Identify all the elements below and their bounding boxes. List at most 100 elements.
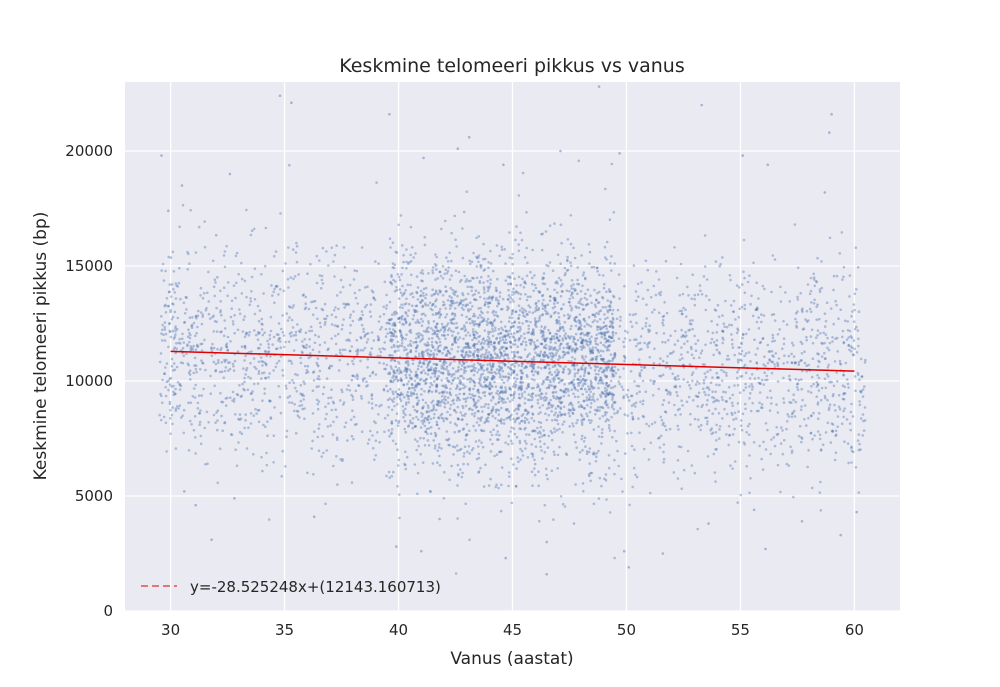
data-point [559, 401, 563, 405]
data-point [800, 387, 803, 391]
data-point [407, 364, 410, 367]
data-point [403, 345, 406, 349]
data-point [390, 421, 394, 425]
data-point [573, 386, 576, 390]
data-point [673, 377, 676, 380]
data-point [436, 312, 440, 316]
data-point [507, 332, 510, 336]
data-point [541, 304, 545, 307]
data-point [538, 290, 542, 294]
data-point [401, 405, 405, 408]
data-point [420, 387, 423, 391]
data-point [466, 353, 470, 357]
data-point [539, 358, 543, 362]
data-point [243, 380, 246, 384]
data-point [567, 346, 570, 349]
data-point [440, 379, 444, 382]
data-point [478, 363, 481, 366]
data-point [271, 343, 275, 346]
data-point [221, 429, 224, 433]
data-point [460, 353, 464, 357]
data-point [418, 382, 422, 386]
data-point [523, 401, 527, 405]
data-point [504, 347, 508, 350]
data-point [483, 355, 486, 359]
data-point [192, 387, 196, 390]
data-point [416, 319, 420, 322]
data-point [501, 401, 505, 404]
data-point [618, 325, 622, 328]
data-point [574, 342, 578, 345]
data-point [746, 424, 750, 428]
data-point [174, 447, 178, 450]
data-point [311, 412, 315, 415]
data-point [472, 344, 476, 347]
data-point [809, 310, 813, 314]
data-point [604, 317, 607, 321]
data-point [163, 321, 167, 324]
data-point [550, 469, 554, 473]
data-point [611, 369, 614, 373]
data-point [474, 406, 478, 409]
data-point [407, 394, 411, 398]
data-point [407, 380, 411, 383]
data-point [612, 356, 615, 360]
data-point [744, 371, 748, 375]
data-point [434, 313, 438, 316]
data-point [747, 328, 751, 331]
data-point [605, 403, 608, 407]
data-point [587, 418, 591, 422]
data-point [576, 381, 580, 385]
data-point [604, 413, 607, 417]
data-point [291, 248, 295, 251]
data-point [635, 321, 638, 325]
data-point [461, 293, 465, 297]
data-point [489, 353, 493, 357]
data-point [439, 312, 443, 316]
data-point [198, 411, 201, 415]
data-point [365, 341, 369, 344]
data-point [324, 502, 327, 506]
data-point [290, 401, 294, 405]
data-point [517, 275, 521, 279]
data-point [302, 398, 306, 401]
data-point [750, 294, 753, 298]
data-point [533, 473, 537, 477]
data-point [428, 353, 432, 356]
data-point [514, 380, 517, 383]
data-point [531, 413, 535, 416]
data-point [386, 398, 390, 402]
data-point [414, 304, 418, 308]
data-point [448, 278, 452, 281]
data-point [613, 351, 617, 355]
data-point [841, 397, 845, 401]
data-point [542, 358, 545, 362]
data-point [597, 497, 601, 500]
data-point [236, 328, 240, 332]
data-point [404, 319, 408, 322]
data-point [653, 380, 656, 383]
data-point [803, 350, 806, 354]
data-point [574, 343, 578, 347]
data-point [448, 407, 452, 410]
data-point [607, 305, 610, 308]
data-point [433, 447, 437, 450]
data-point [600, 431, 604, 435]
data-point [577, 301, 580, 305]
data-point [588, 262, 591, 265]
data-point [646, 343, 649, 346]
data-point [475, 405, 479, 409]
data-point [167, 388, 170, 392]
data-point [518, 385, 521, 388]
data-point [763, 355, 766, 359]
data-point [514, 310, 518, 314]
data-point [680, 399, 683, 403]
data-point [655, 270, 658, 273]
data-point [598, 318, 602, 321]
data-point [327, 396, 330, 400]
data-point [588, 337, 591, 341]
data-point [848, 295, 851, 298]
data-point [435, 322, 439, 326]
data-point [393, 404, 396, 408]
data-point [809, 391, 813, 394]
